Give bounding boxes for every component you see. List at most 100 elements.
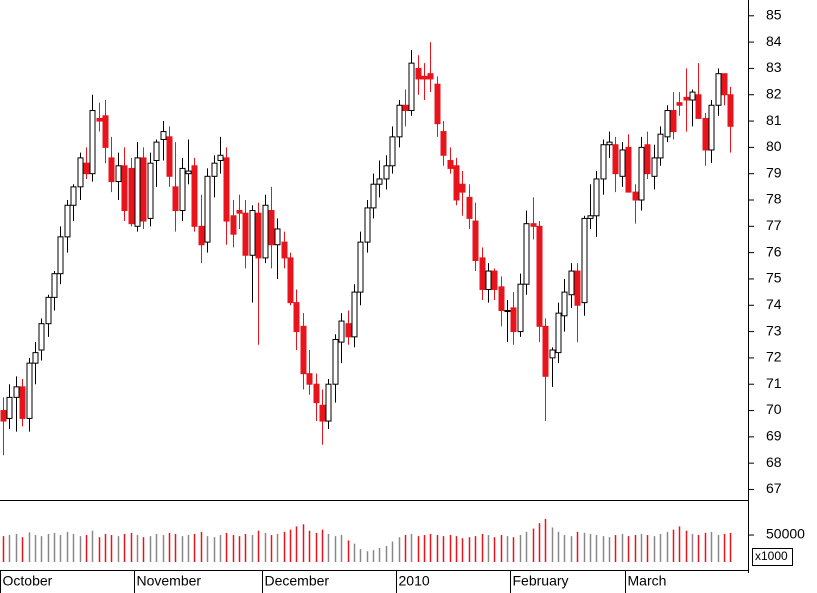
candle-body bbox=[593, 178, 600, 217]
candle-body bbox=[128, 167, 135, 225]
candle-body bbox=[530, 223, 537, 227]
candle-body bbox=[491, 270, 498, 290]
y-tick-label: 68 bbox=[766, 454, 782, 470]
candle-body bbox=[536, 225, 543, 327]
candle-body bbox=[383, 165, 390, 180]
candle-body bbox=[217, 154, 224, 162]
candle-body bbox=[510, 307, 517, 333]
candle-body bbox=[561, 291, 568, 317]
candle-body bbox=[555, 312, 562, 354]
candle-body bbox=[664, 110, 671, 138]
candle-body bbox=[632, 191, 639, 201]
y-tick-label: 73 bbox=[766, 322, 782, 338]
candle-body bbox=[721, 73, 728, 96]
y-tick-label: 81 bbox=[766, 112, 782, 128]
candle-body bbox=[587, 215, 594, 219]
candle-body bbox=[179, 167, 186, 212]
candle-body bbox=[504, 310, 511, 313]
candle-body bbox=[45, 296, 52, 325]
candle-body bbox=[83, 162, 90, 175]
candle-body bbox=[549, 349, 556, 359]
candle-body bbox=[300, 325, 307, 375]
candle-body bbox=[434, 83, 441, 125]
candle-body bbox=[332, 338, 339, 385]
candle-body bbox=[26, 362, 33, 419]
y-tick-label: 75 bbox=[766, 270, 782, 286]
candle-body bbox=[606, 141, 613, 146]
volume-tick-label: 50000 bbox=[766, 526, 805, 542]
candle-body bbox=[498, 286, 505, 312]
candle-body bbox=[249, 210, 256, 256]
candle-body bbox=[345, 323, 352, 338]
candle-body bbox=[38, 323, 45, 351]
candle-body bbox=[242, 212, 249, 256]
y-tick-label: 74 bbox=[766, 296, 782, 312]
candle-body bbox=[204, 175, 211, 243]
candle-body bbox=[121, 165, 128, 212]
candle-body bbox=[255, 212, 262, 259]
candle-body bbox=[96, 117, 103, 122]
candle-body bbox=[638, 146, 645, 201]
candle-body bbox=[198, 225, 205, 246]
candle-body bbox=[676, 102, 683, 106]
candle-body bbox=[268, 210, 275, 246]
candle-body bbox=[351, 291, 358, 338]
candle-body bbox=[427, 73, 434, 80]
candle-body bbox=[0, 410, 7, 422]
x-tick-label: November bbox=[137, 573, 202, 589]
candle-body bbox=[581, 217, 588, 304]
candle-body bbox=[70, 186, 77, 206]
candle-body bbox=[472, 220, 479, 262]
y-tick-label: 82 bbox=[766, 85, 782, 101]
candle-body bbox=[376, 178, 383, 185]
candle-body bbox=[338, 320, 345, 343]
candle-body bbox=[140, 157, 147, 222]
y-tick-label: 84 bbox=[766, 33, 782, 49]
candle-body bbox=[708, 104, 715, 151]
candle-body bbox=[542, 325, 549, 377]
candle-body bbox=[651, 157, 658, 177]
candle-body bbox=[166, 136, 173, 177]
candle-body bbox=[102, 115, 109, 148]
candle-body bbox=[185, 170, 192, 175]
candle-body bbox=[13, 386, 20, 398]
candle-body bbox=[134, 157, 141, 227]
candle-body bbox=[715, 73, 722, 106]
candle-body bbox=[402, 104, 409, 112]
candle-body bbox=[108, 157, 115, 183]
candle-body bbox=[683, 96, 690, 101]
candle-body bbox=[523, 223, 530, 285]
candle-body bbox=[313, 383, 320, 404]
candle-body bbox=[32, 352, 39, 364]
candle-body bbox=[147, 162, 154, 219]
candle-body bbox=[160, 131, 167, 140]
candle-body bbox=[19, 386, 26, 419]
candle-body bbox=[287, 257, 294, 304]
candle-body bbox=[408, 62, 415, 112]
candle-body bbox=[262, 204, 269, 259]
candle-body bbox=[568, 270, 575, 296]
candle-body bbox=[223, 157, 230, 222]
candle-body bbox=[293, 302, 300, 333]
volume-unit: x1000 bbox=[755, 549, 788, 563]
candle-body bbox=[325, 383, 332, 422]
candle-body bbox=[57, 236, 64, 275]
candle-body bbox=[619, 149, 626, 177]
candle-body bbox=[89, 110, 96, 175]
candle-body bbox=[689, 91, 696, 101]
candle-body bbox=[370, 183, 377, 209]
candle-body bbox=[274, 228, 281, 246]
candle-body bbox=[153, 141, 160, 162]
candle-body bbox=[440, 131, 447, 156]
candle-body bbox=[211, 162, 218, 177]
candle-body bbox=[466, 196, 473, 219]
candle-body bbox=[415, 67, 422, 80]
candle-body bbox=[479, 257, 486, 290]
candle-body bbox=[319, 404, 326, 422]
x-tick-label: March bbox=[628, 573, 667, 589]
x-tick-label: 2010 bbox=[399, 573, 430, 589]
y-tick-label: 70 bbox=[766, 401, 782, 417]
y-tick-label: 77 bbox=[766, 217, 782, 233]
candle-body bbox=[6, 396, 13, 419]
